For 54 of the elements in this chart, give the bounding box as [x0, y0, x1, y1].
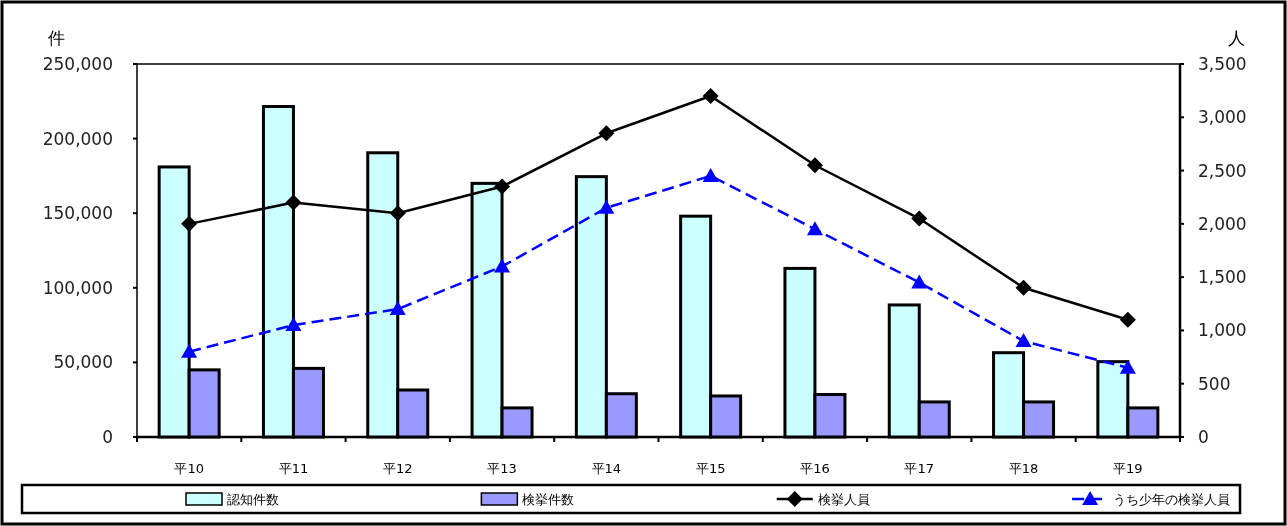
legend-item: うち少年の検挙人員	[1072, 491, 1231, 507]
x-tick-label: 平10	[174, 461, 204, 476]
y-axis-title: 件	[47, 28, 65, 48]
legend-item: 認知件数	[185, 492, 279, 507]
point	[911, 210, 928, 227]
legend-label: 検挙人員	[817, 492, 870, 507]
x-tick-label: 平14	[591, 461, 622, 476]
y2-tick-label: 3,500	[1198, 54, 1247, 74]
point	[702, 87, 719, 104]
legend-item: 検挙人員	[776, 491, 870, 507]
y2-tick-label: 3,000	[1198, 107, 1247, 128]
y2-tick-label: 1,000	[1198, 320, 1247, 341]
point	[494, 258, 511, 273]
point	[598, 125, 615, 142]
point	[1015, 333, 1032, 348]
x-tick-label: 平13	[487, 461, 517, 476]
point	[1119, 311, 1136, 328]
y2-tick-label: 1,500	[1198, 267, 1247, 288]
y2-tick-label: 2,500	[1198, 160, 1247, 181]
point	[702, 167, 719, 182]
y-tick-label: 150,000	[42, 203, 113, 224]
point	[494, 178, 511, 195]
point	[1015, 279, 1032, 296]
x-tick-label: 平15	[695, 461, 726, 476]
x-tick-label: 平18	[1008, 461, 1039, 476]
legend-label: 検挙件数	[522, 492, 575, 507]
point	[389, 205, 406, 222]
y-tick-label: 200,000	[42, 128, 113, 149]
point	[181, 343, 198, 358]
point	[285, 317, 302, 332]
y2-tick-label: 0	[1198, 427, 1209, 447]
point	[911, 274, 928, 289]
y2-tick-label: 500	[1198, 373, 1231, 394]
x-tick-label: 平16	[800, 461, 830, 476]
x-tick-label: 平19	[1113, 461, 1143, 476]
point	[389, 301, 406, 316]
y2-axis-title: 人	[1227, 28, 1245, 48]
point	[598, 199, 615, 214]
point	[285, 194, 302, 211]
point	[806, 157, 823, 174]
y-tick-label: 0	[102, 427, 113, 447]
y-tick-label: 100,000	[42, 277, 113, 298]
x-tick-label: 平17	[904, 461, 935, 476]
x-tick-label: 平12	[382, 461, 413, 476]
legend-label: 認知件数	[227, 492, 279, 507]
point	[806, 221, 823, 236]
x-tick-label: 平11	[278, 461, 309, 476]
y-tick-label: 250,000	[42, 54, 113, 74]
y-tick-label: 50,000	[53, 352, 113, 373]
point	[1119, 359, 1136, 374]
legend-label: うち少年の検挙人員	[1113, 492, 1231, 507]
point	[181, 215, 198, 232]
legend-item: 検挙件数	[480, 492, 575, 507]
y2-tick-label: 2,000	[1198, 213, 1247, 234]
